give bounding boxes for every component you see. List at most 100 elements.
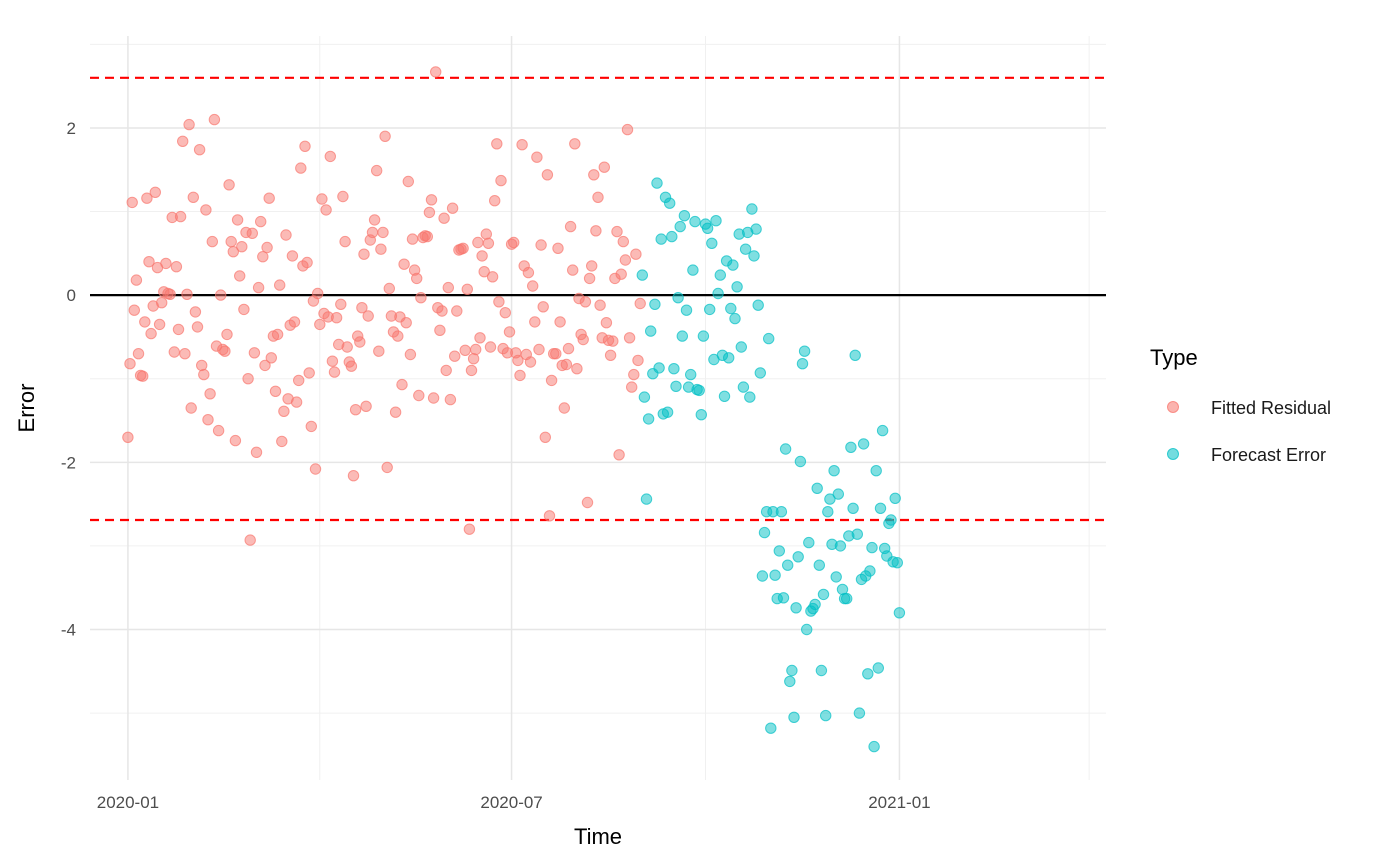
point-forecast-error bbox=[752, 299, 764, 311]
point-forecast-error bbox=[763, 332, 775, 345]
point-fitted-residual bbox=[293, 374, 305, 387]
data-points bbox=[122, 66, 906, 753]
point-fitted-residual bbox=[552, 242, 564, 255]
point-fitted-residual bbox=[446, 202, 459, 214]
point-fitted-residual bbox=[368, 214, 381, 226]
point-fitted-residual bbox=[349, 404, 362, 416]
point-fitted-residual bbox=[202, 414, 214, 426]
point-fitted-residual bbox=[187, 191, 200, 204]
point-fitted-residual bbox=[126, 196, 138, 209]
point-forecast-error bbox=[737, 381, 750, 393]
point-fitted-residual bbox=[377, 226, 389, 239]
point-fitted-residual bbox=[474, 332, 486, 344]
point-fitted-residual bbox=[309, 463, 322, 475]
point-fitted-residual bbox=[590, 225, 602, 237]
point-fitted-residual bbox=[524, 356, 537, 368]
point-fitted-residual bbox=[476, 250, 488, 262]
point-fitted-residual bbox=[198, 368, 210, 381]
point-fitted-residual bbox=[189, 306, 202, 318]
point-fitted-residual bbox=[423, 206, 436, 219]
point-forecast-error bbox=[712, 287, 724, 300]
point-forecast-error bbox=[782, 559, 794, 571]
point-forecast-error bbox=[642, 413, 655, 425]
minor-gridlines bbox=[90, 36, 1106, 780]
point-fitted-residual bbox=[442, 281, 454, 294]
x-tick-label: 2020-07 bbox=[480, 793, 542, 812]
point-forecast-error bbox=[889, 492, 901, 504]
point-forecast-error bbox=[876, 424, 889, 437]
point-fitted-residual bbox=[482, 237, 495, 250]
point-forecast-error bbox=[779, 443, 792, 455]
legend: Type Fitted Residual Forecast Error bbox=[1150, 345, 1331, 465]
point-forecast-error bbox=[636, 269, 648, 281]
point-fitted-residual bbox=[206, 235, 219, 248]
point-fitted-residual bbox=[619, 254, 632, 266]
point-fitted-residual bbox=[238, 303, 250, 316]
x-tick-label: 2020-01 bbox=[97, 793, 159, 812]
point-fitted-residual bbox=[274, 279, 286, 291]
point-fitted-residual bbox=[425, 194, 438, 206]
point-forecast-error bbox=[765, 722, 777, 734]
point-fitted-residual bbox=[512, 354, 524, 367]
point-forecast-error bbox=[674, 220, 686, 233]
point-fitted-residual bbox=[571, 363, 583, 375]
point-forecast-error bbox=[786, 664, 798, 677]
point-fitted-residual bbox=[569, 138, 581, 150]
point-fitted-residual bbox=[301, 256, 313, 269]
point-fitted-residual bbox=[588, 169, 600, 181]
point-fitted-residual bbox=[486, 271, 499, 283]
point-fitted-residual bbox=[531, 151, 543, 163]
point-forecast-error bbox=[731, 281, 743, 293]
point-fitted-residual bbox=[392, 330, 404, 342]
point-fitted-residual bbox=[634, 297, 646, 310]
point-forecast-error bbox=[777, 592, 790, 604]
point-forecast-error bbox=[796, 358, 809, 370]
point-forecast-error bbox=[670, 380, 682, 392]
point-fitted-residual bbox=[461, 283, 473, 295]
point-forecast-error bbox=[754, 367, 766, 379]
point-fitted-residual bbox=[545, 374, 558, 387]
point-fitted-residual bbox=[493, 296, 505, 308]
legend-label-forecast-error: Forecast Error bbox=[1211, 445, 1326, 465]
point-forecast-error bbox=[811, 482, 823, 494]
point-fitted-residual bbox=[436, 305, 448, 317]
point-fitted-residual bbox=[337, 190, 349, 203]
point-fitted-residual bbox=[560, 358, 573, 371]
point-forecast-error bbox=[668, 363, 680, 375]
point-forecast-error bbox=[849, 349, 861, 361]
point-forecast-error bbox=[744, 391, 756, 403]
point-fitted-residual bbox=[495, 174, 507, 187]
y-tick-label: -2 bbox=[61, 453, 76, 472]
point-fitted-residual bbox=[252, 281, 265, 294]
point-fitted-residual bbox=[628, 368, 640, 381]
y-tick-label: -4 bbox=[61, 621, 76, 640]
point-fitted-residual bbox=[149, 186, 162, 199]
point-forecast-error bbox=[891, 557, 903, 569]
point-fitted-residual bbox=[257, 251, 269, 263]
point-forecast-error bbox=[687, 264, 699, 276]
point-fitted-residual bbox=[221, 328, 233, 341]
point-fitted-residual bbox=[286, 250, 299, 262]
point-fitted-residual bbox=[373, 345, 385, 357]
point-fitted-residual bbox=[193, 144, 206, 156]
point-fitted-residual bbox=[250, 446, 263, 458]
point-forecast-error bbox=[832, 488, 844, 500]
point-fitted-residual bbox=[402, 175, 414, 188]
point-fitted-residual bbox=[389, 406, 402, 418]
point-fitted-residual bbox=[415, 292, 427, 304]
y-tick-label: 0 bbox=[67, 286, 76, 305]
point-forecast-error bbox=[773, 545, 785, 557]
point-fitted-residual bbox=[430, 66, 442, 78]
point-fitted-residual bbox=[265, 352, 277, 364]
point-forecast-error bbox=[885, 514, 897, 526]
point-fitted-residual bbox=[579, 296, 592, 308]
point-fitted-residual bbox=[259, 359, 271, 372]
point-fitted-residual bbox=[472, 236, 484, 249]
point-fitted-residual bbox=[491, 138, 503, 150]
point-fitted-residual bbox=[451, 305, 463, 317]
point-fitted-residual bbox=[586, 260, 598, 272]
point-forecast-error bbox=[640, 493, 653, 505]
point-fitted-residual bbox=[295, 162, 307, 174]
point-fitted-residual bbox=[156, 297, 168, 309]
point-forecast-error bbox=[739, 243, 752, 255]
